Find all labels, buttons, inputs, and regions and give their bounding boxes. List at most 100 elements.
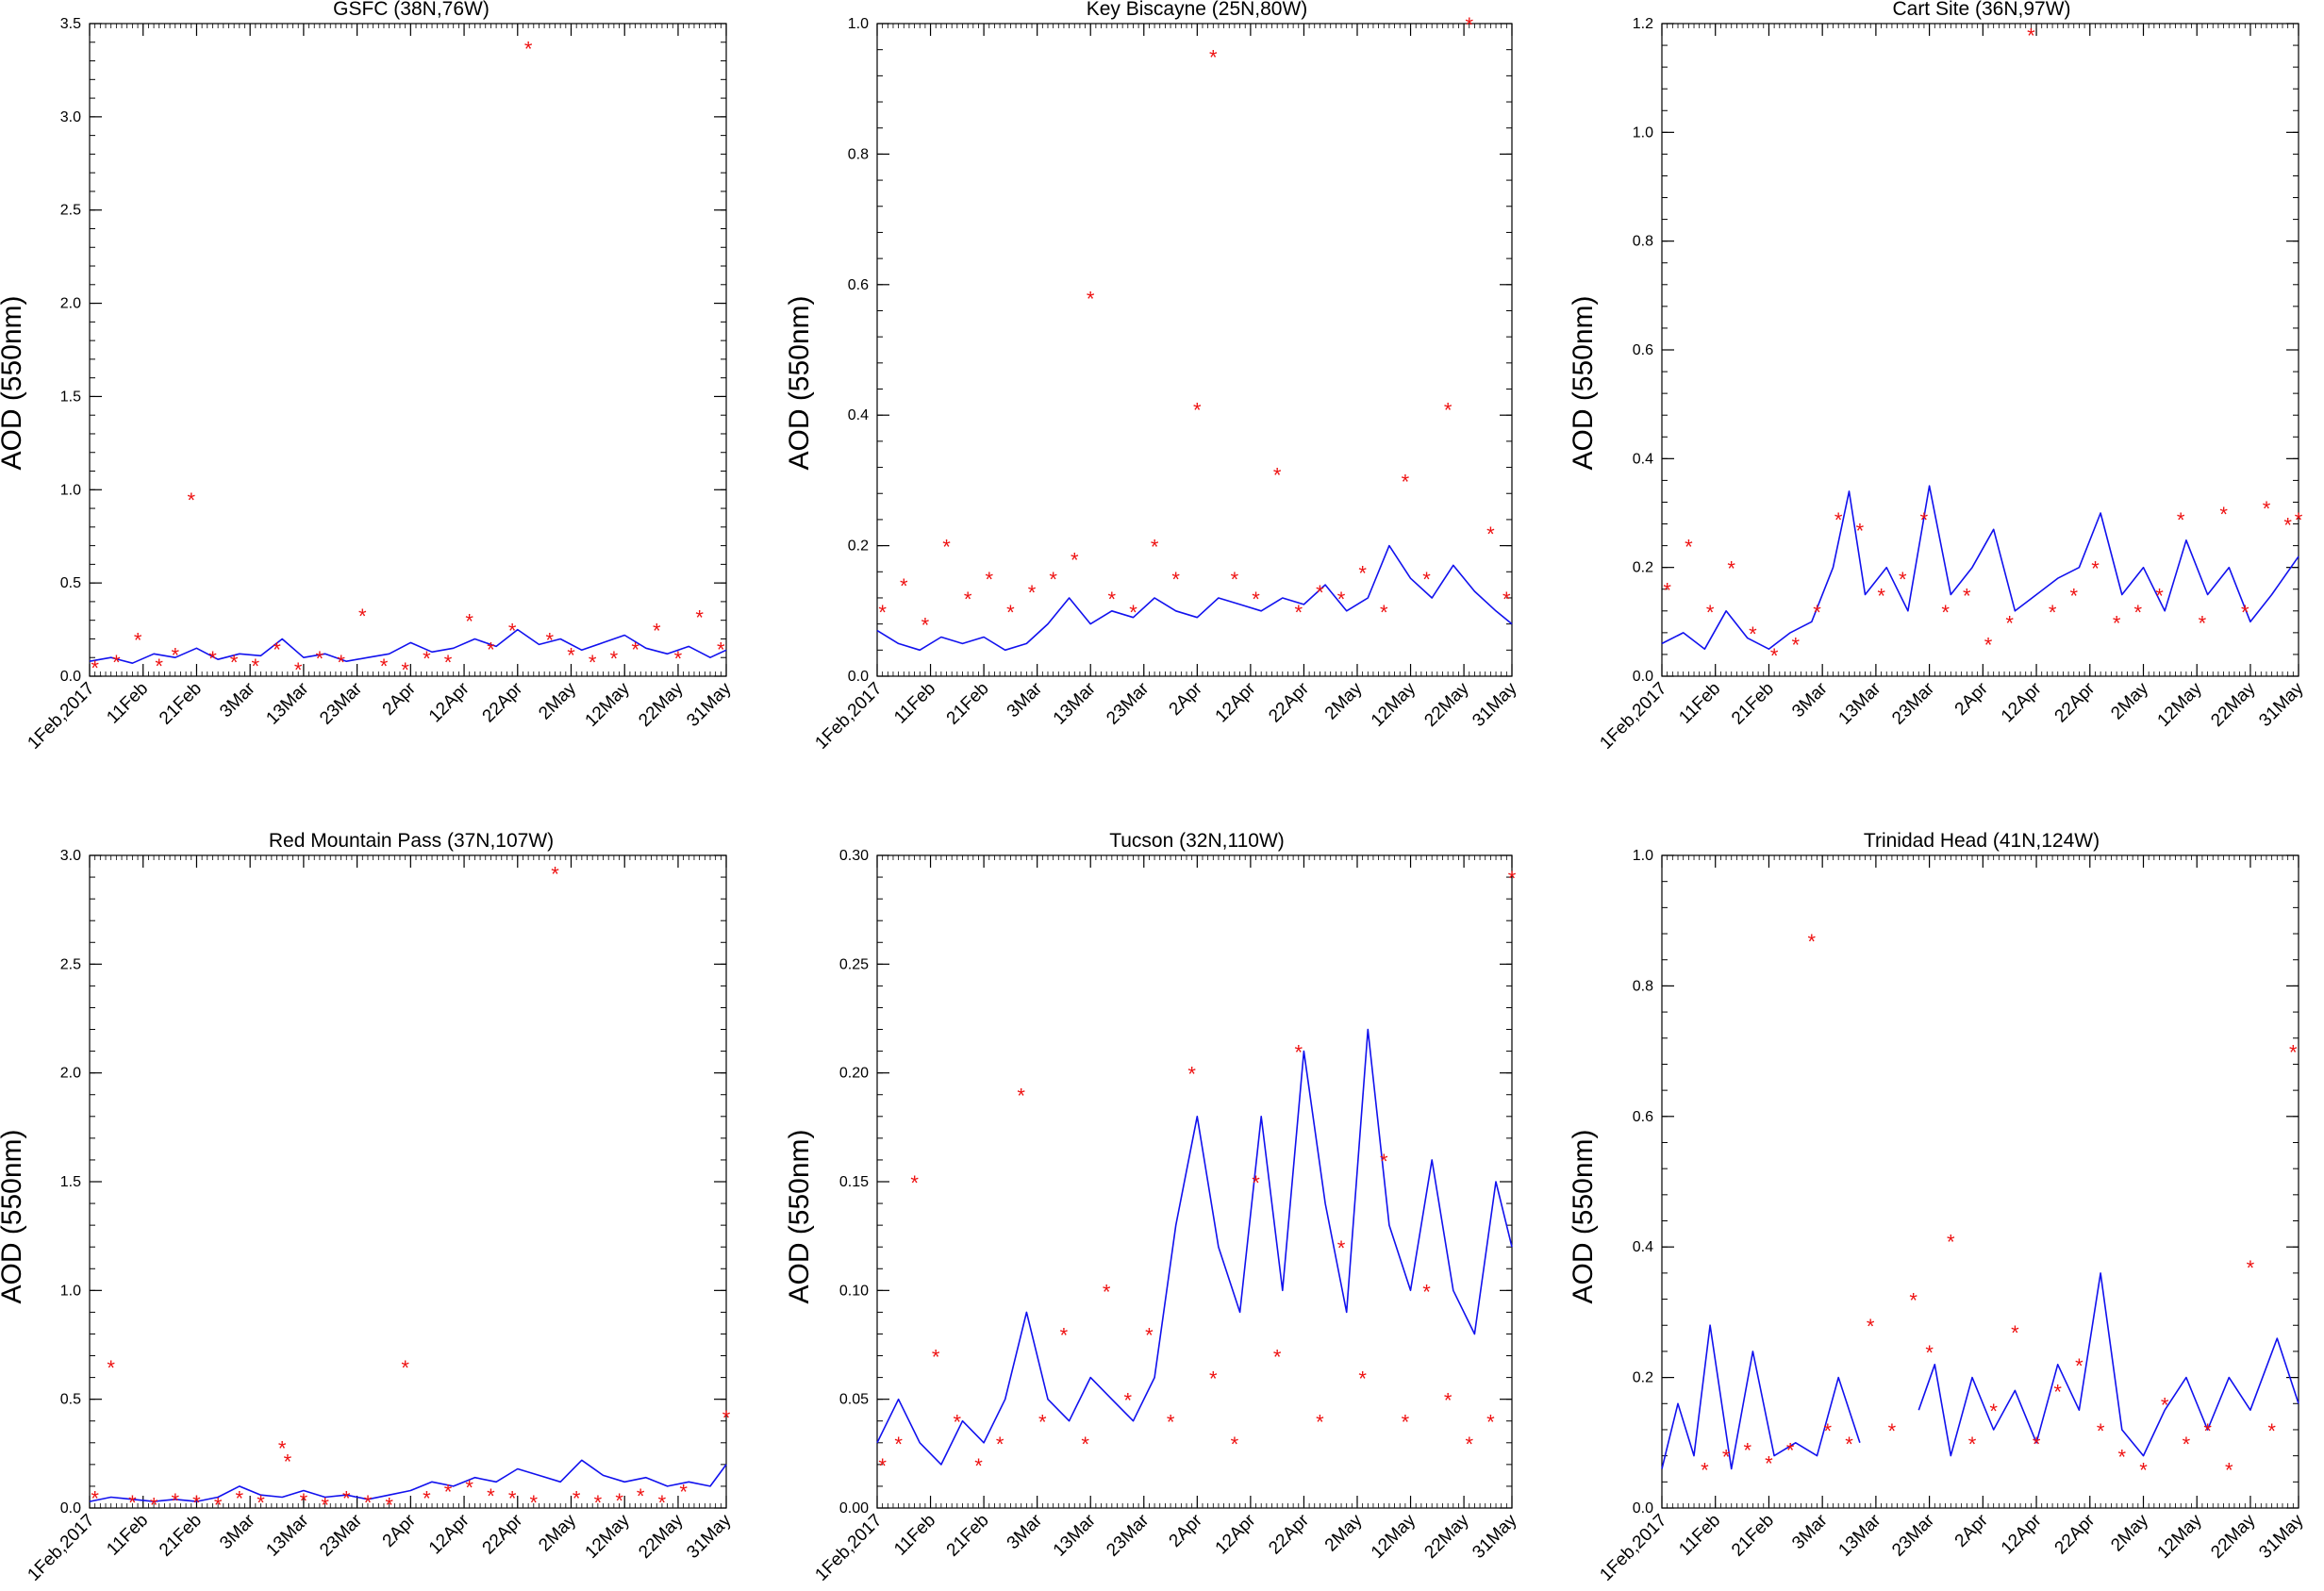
observation-marker: *	[1867, 1315, 1875, 1338]
x-tick-label: 2May	[1321, 1510, 1367, 1555]
observation-marker: *	[900, 574, 908, 598]
observation-marker: *	[188, 489, 196, 512]
x-tick-label: 12Apr	[425, 678, 473, 726]
observation-marker: *	[401, 658, 409, 682]
observation-marker: *	[112, 651, 121, 674]
observation-marker: *	[1017, 1085, 1025, 1108]
observation-marker: *	[2049, 601, 2057, 624]
x-tick-label: 11Feb	[1675, 1511, 1724, 1560]
observation-marker: *	[2161, 1393, 2169, 1417]
model-series-line	[1661, 1272, 2299, 1470]
observation-marker: *	[2247, 1256, 2255, 1280]
y-tick-label: 0.6	[848, 277, 869, 293]
y-tick-label: 0.20	[839, 1066, 869, 1082]
observation-marker: *	[2177, 508, 2185, 532]
x-tick-label: 1Feb,2017	[24, 1511, 98, 1585]
observation-marker: *	[1209, 1367, 1218, 1391]
x-tick-label: 21Feb	[1728, 679, 1778, 729]
observation-marker: *	[1081, 1433, 1089, 1456]
observation-marker: *	[192, 1491, 201, 1515]
observation-marker: *	[91, 1487, 99, 1511]
x-tick-label: 12May	[582, 678, 635, 731]
observation-marker: *	[342, 1487, 351, 1511]
y-axis-label: AOD (550nm)	[784, 295, 815, 470]
x-tick-label: 3Mar	[1788, 1510, 1832, 1553]
observation-marker: *	[910, 1171, 919, 1195]
observation-marker: *	[1337, 1236, 1346, 1260]
observation-marker: *	[1792, 633, 1801, 656]
y-tick-label: 0.15	[839, 1174, 869, 1190]
observation-marker: *	[230, 651, 239, 674]
observation-marker: *	[573, 1487, 581, 1511]
observation-marker: *	[252, 655, 260, 678]
observation-marker: *	[1402, 1411, 1410, 1434]
observation-marker: *	[1706, 601, 1715, 624]
observation-marker: *	[401, 1356, 409, 1380]
y-tick-label: 2.5	[60, 203, 81, 219]
x-tick-label: 22Apr	[1265, 1510, 1313, 1558]
observation-marker: *	[1145, 1324, 1154, 1348]
observation-marker: *	[2134, 601, 2143, 624]
observation-marker: *	[1087, 288, 1095, 311]
observation-marker: *	[1380, 1150, 1388, 1173]
y-tick-label: 0.2	[1633, 1370, 1653, 1386]
x-tick-label: 2Apr	[379, 678, 421, 720]
x-tick-label: 22Apr	[479, 1510, 527, 1558]
observation-marker: *	[1273, 1346, 1282, 1369]
observation-marker: *	[1295, 601, 1303, 624]
panel-title: Trinidad Head (41N,124W)	[1864, 830, 2100, 852]
observation-marker: *	[1888, 1419, 1897, 1443]
observation-marker: *	[1486, 522, 1495, 546]
observation-marker: *	[1925, 1341, 1934, 1365]
x-tick-label: 31May	[683, 1510, 736, 1563]
x-tick-label: 21Feb	[156, 1511, 206, 1561]
panel-title: Red Mountain Pass (37N,107W)	[269, 830, 554, 852]
y-tick-label: 0.2	[1633, 560, 1653, 576]
observation-marker: *	[508, 1487, 517, 1511]
x-tick-label: 2May	[1321, 678, 1367, 723]
observation-marker: *	[236, 1487, 244, 1511]
observation-marker: *	[1108, 588, 1117, 611]
observation-marker: *	[658, 1491, 667, 1515]
y-axis-label: AOD (550nm)	[1568, 1129, 1599, 1303]
x-tick-label: 12May	[1368, 1510, 1420, 1563]
x-tick-label: 13Mar	[1834, 1510, 1884, 1560]
x-tick-label: 2Apr	[1951, 1510, 1993, 1551]
observation-marker: *	[2053, 1380, 2062, 1403]
y-axis-label: AOD (550nm)	[1568, 295, 1599, 470]
observation-marker: *	[2005, 611, 2014, 635]
y-tick-label: 1.0	[60, 1283, 81, 1299]
x-tick-label: 2May	[2107, 678, 2152, 723]
observation-marker: *	[1744, 1439, 1752, 1463]
observation-marker: *	[444, 651, 453, 674]
x-tick-label: 11Feb	[890, 1511, 939, 1560]
observation-marker: *	[964, 588, 972, 611]
observation-marker: *	[1502, 588, 1511, 611]
observation-marker: *	[1316, 1411, 1324, 1434]
observation-marker: *	[954, 1411, 962, 1434]
x-tick-label: 12May	[2154, 1510, 2207, 1563]
x-tick-label: 31May	[1469, 678, 1521, 731]
y-axis-label: AOD (550nm)	[0, 295, 27, 470]
x-tick-label: 12May	[1368, 678, 1420, 731]
observation-marker: *	[444, 1481, 453, 1504]
x-tick-label: 23Mar	[1103, 678, 1153, 728]
observation-marker: *	[974, 1454, 983, 1478]
x-tick-label: 21Feb	[1728, 1511, 1778, 1561]
observation-marker: *	[2267, 1419, 2276, 1443]
observation-marker: *	[1049, 568, 1057, 591]
observation-marker: *	[1006, 601, 1015, 624]
observation-marker: *	[380, 655, 389, 678]
observation-marker: *	[423, 647, 431, 671]
observation-marker: *	[1402, 470, 1410, 493]
observation-marker: *	[1727, 557, 1735, 581]
observation-marker: *	[107, 1356, 115, 1380]
observation-marker: *	[695, 606, 704, 630]
x-tick-label: 11Feb	[1675, 679, 1724, 728]
observation-marker: *	[2263, 497, 2271, 521]
observation-marker: *	[1845, 1433, 1853, 1456]
observation-marker: *	[1877, 585, 1885, 608]
x-tick-label: 2May	[535, 1510, 580, 1555]
observation-marker: *	[1193, 398, 1202, 422]
y-tick-label: 0.4	[1633, 451, 1653, 467]
